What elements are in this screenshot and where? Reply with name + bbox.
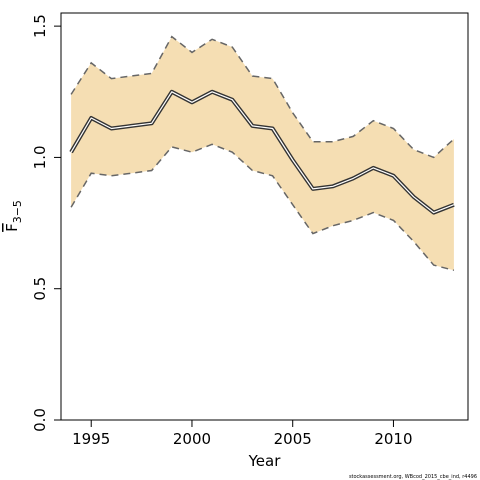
x-tick-label: 2010 [374,430,412,448]
x-axis: 1995 2000 2005 2010 [72,419,413,448]
estimate-line-core [70,91,455,214]
x-axis-title: Year [248,452,282,470]
confidence-band-fill [71,36,454,271]
series-lines [69,35,455,272]
y-tick-label: 1.5 [31,14,49,38]
y-tick-label: 0.5 [31,277,49,301]
y-tick-label: 1.0 [31,145,49,169]
lower-bound-line [70,143,455,272]
upper-bound-line [70,35,455,159]
y-tick-label: 0.0 [31,408,49,432]
confidence-band [71,36,454,271]
y-axis-title: F3−5 [3,200,24,232]
y-axis: 0.0 0.5 1.0 1.5 [31,14,62,432]
y-axis-title-subscript: 3−5 [11,200,24,223]
x-tick-label: 2000 [173,430,211,448]
credit-text: stockassessment.org, WBcod_2015_cbe_ind,… [349,474,477,480]
x-tick-label: 1995 [72,430,110,448]
y-axis-title-base: F [3,223,21,232]
svg-text:F3−5: F3−5 [3,200,24,232]
x-tick-label: 2005 [274,430,312,448]
